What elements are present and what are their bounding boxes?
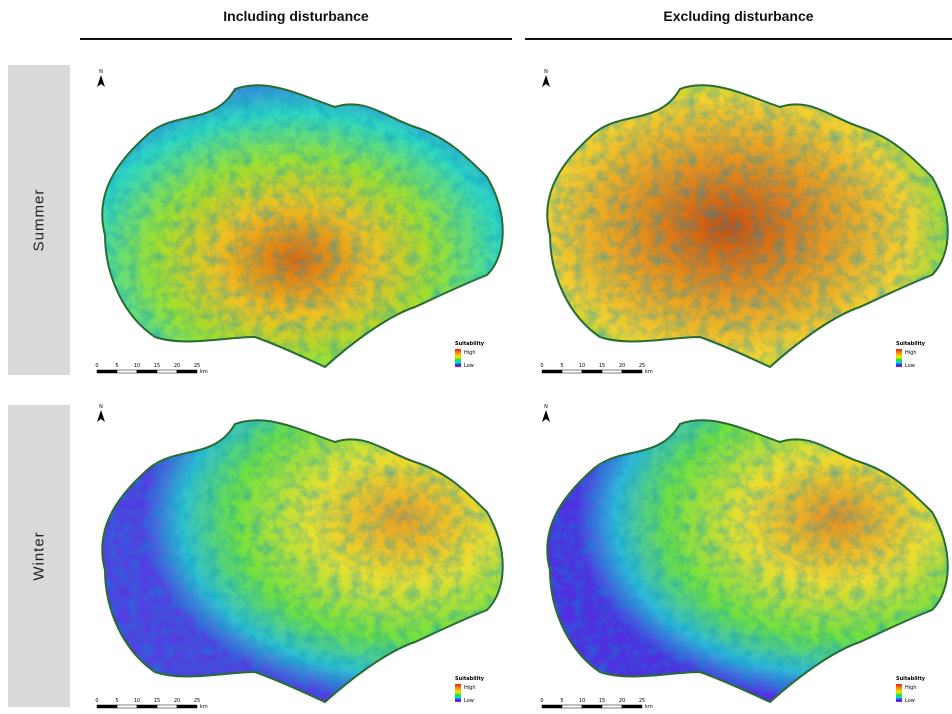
map-texture [85, 400, 510, 710]
scale-segment [177, 370, 197, 373]
scale-tick-label: 5 [560, 363, 563, 369]
scale-segment [97, 370, 117, 373]
scale-tick-label: 5 [560, 698, 563, 704]
scale-tick-label: 15 [599, 698, 605, 704]
figure: Including disturbance Excluding disturba… [0, 0, 952, 714]
scale-segment [622, 705, 642, 708]
scale-segment [542, 370, 562, 373]
scale-segment [562, 370, 582, 373]
scale-unit: km [200, 704, 208, 710]
scale-segment [157, 370, 177, 373]
scale-unit: km [200, 369, 208, 375]
north-label: N [544, 404, 548, 410]
scale-tick-label: 5 [115, 698, 118, 704]
north-label: N [99, 69, 103, 75]
scale-segment [117, 370, 137, 373]
scale-segment [117, 705, 137, 708]
legend-ramp [896, 349, 902, 367]
legend-high: High [905, 685, 917, 691]
legend-high: High [464, 685, 476, 691]
legend-high: High [905, 350, 917, 356]
scale-tick-label: 5 [115, 363, 118, 369]
scale-tick-label: 0 [95, 698, 98, 704]
legend-ramp [455, 684, 461, 702]
legend-low: Low [464, 363, 474, 369]
scale-tick-label: 10 [134, 363, 140, 369]
scale-tick-label: 15 [154, 698, 160, 704]
map-texture [530, 65, 952, 375]
scale-segment [157, 705, 177, 708]
legend-low: Low [464, 698, 474, 704]
legend-low: Low [905, 698, 915, 704]
north-arrow [542, 410, 550, 422]
scale-tick-label: 0 [540, 363, 543, 369]
scale-segment [137, 370, 157, 373]
scale-segment [137, 705, 157, 708]
scale-tick-label: 10 [134, 698, 140, 704]
scale-segment [622, 370, 642, 373]
legend-low: Low [905, 363, 915, 369]
map-panels: N0510152025kmSuitabilityHighLowN05101520… [0, 0, 952, 714]
scale-tick-label: 0 [540, 698, 543, 704]
north-label: N [99, 404, 103, 410]
scale-tick-label: 20 [174, 698, 180, 704]
scale-tick-label: 10 [579, 363, 585, 369]
north-arrow [97, 75, 105, 87]
scale-unit: km [645, 704, 653, 710]
scale-tick-label: 0 [95, 363, 98, 369]
legend-ramp [455, 349, 461, 367]
scale-unit: km [645, 369, 653, 375]
legend-high: High [464, 350, 476, 356]
map-texture [530, 400, 952, 710]
map-texture [85, 65, 510, 375]
scale-tick-label: 10 [579, 698, 585, 704]
scale-tick-label: 20 [619, 363, 625, 369]
scale-tick-label: 20 [174, 363, 180, 369]
north-label: N [544, 69, 548, 75]
legend-title: Suitability [455, 676, 485, 682]
scale-segment [582, 370, 602, 373]
legend-title: Suitability [455, 341, 485, 347]
scale-segment [542, 705, 562, 708]
legend-title: Suitability [896, 676, 926, 682]
scale-segment [602, 705, 622, 708]
scale-segment [97, 705, 117, 708]
scale-segment [582, 705, 602, 708]
scale-tick-label: 20 [619, 698, 625, 704]
scale-segment [562, 705, 582, 708]
scale-tick-label: 15 [154, 363, 160, 369]
scale-segment [602, 370, 622, 373]
legend-title: Suitability [896, 341, 926, 347]
scale-tick-label: 15 [599, 363, 605, 369]
north-arrow [97, 410, 105, 422]
scale-segment [177, 705, 197, 708]
north-arrow [542, 75, 550, 87]
legend-ramp [896, 684, 902, 702]
